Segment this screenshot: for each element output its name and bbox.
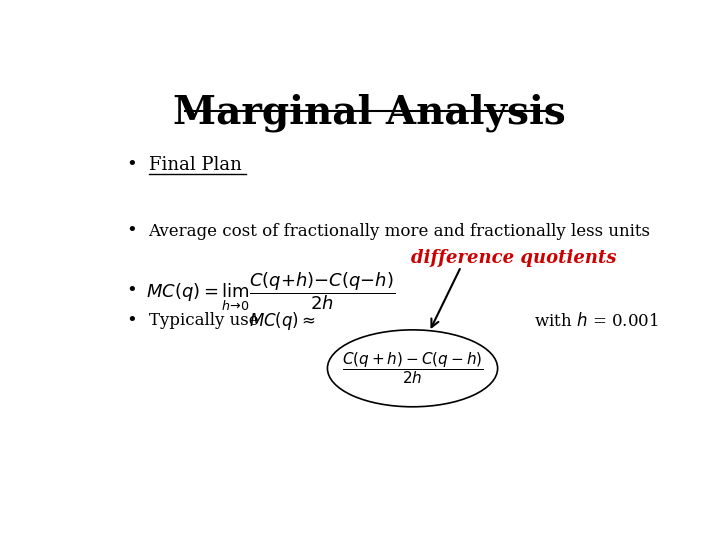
Text: •: • (126, 222, 137, 240)
Text: with $h$ = 0.001: with $h$ = 0.001 (534, 312, 658, 329)
Text: difference quotients: difference quotients (411, 249, 616, 267)
Text: $MC(q) = \lim_{h \to 0} \dfrac{C(q+h)-C(q-h)}{2h}$: $MC(q) = \lim_{h \to 0} \dfrac{C(q+h)-C(… (145, 270, 395, 313)
Text: $\dfrac{C(q+h)-C(q-h)}{2h}$: $\dfrac{C(q+h)-C(q-h)}{2h}$ (341, 350, 484, 386)
Text: Average cost of fractionally more and fractionally less units: Average cost of fractionally more and fr… (148, 222, 651, 240)
Text: Final Plan: Final Plan (148, 156, 241, 173)
Text: •: • (126, 282, 137, 300)
Text: $MC(q) \approx$: $MC(q) \approx$ (249, 309, 316, 332)
Text: •: • (126, 156, 137, 173)
Text: Marginal Analysis: Marginal Analysis (173, 94, 565, 132)
Text: Typically use: Typically use (148, 312, 258, 329)
Text: •: • (126, 312, 137, 329)
